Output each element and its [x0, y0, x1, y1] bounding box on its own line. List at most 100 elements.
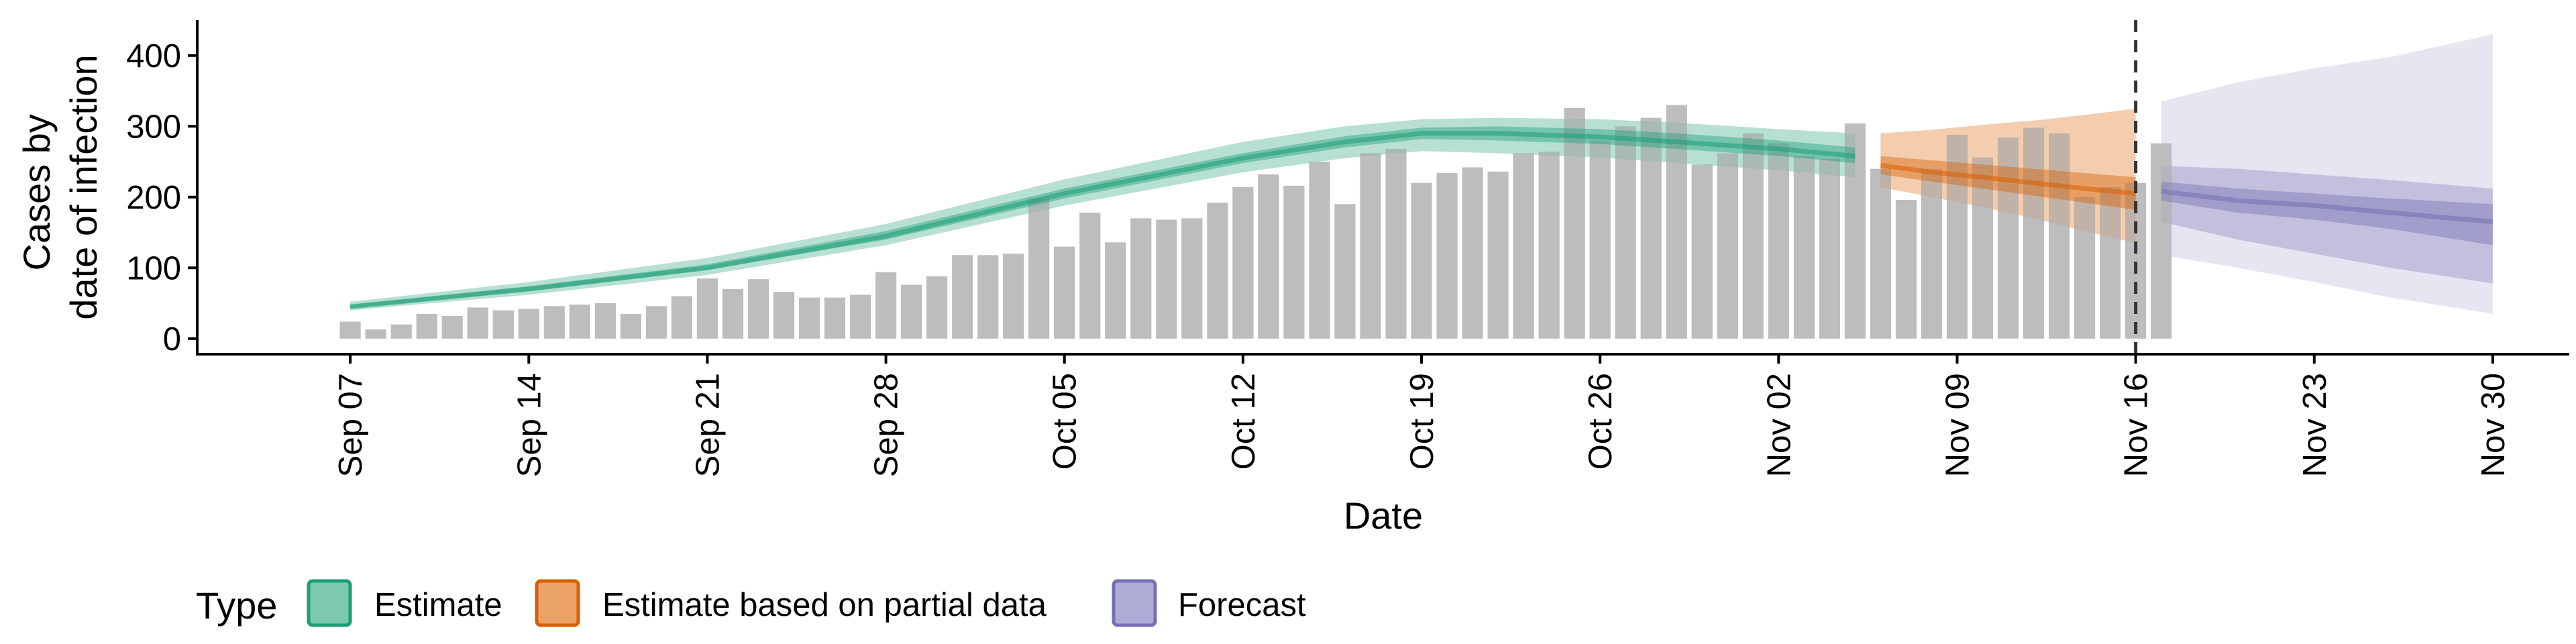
- case-bar: [1130, 218, 1152, 339]
- case-bar: [671, 296, 692, 339]
- case-bar: [1105, 242, 1126, 339]
- x-axis-ticks: Sep 07 Sep 14 Sep 21 Sep 28 Oct 05 Oct 12 Oct …: [333, 354, 2512, 477]
- case-bar: [1946, 134, 1968, 339]
- case-bar: [1207, 203, 1228, 339]
- forecast-outer-band: [2161, 166, 2493, 284]
- case-bar: [798, 297, 820, 339]
- forecast-wide-band: [2161, 34, 2493, 314]
- estimate-based-on-partial-data-inner-band: [1880, 156, 2136, 210]
- case-bar: [1717, 153, 1738, 339]
- legend-key: [307, 579, 352, 627]
- y-tick-label: 0: [163, 321, 181, 358]
- legend-key: [1112, 579, 1157, 627]
- x-tick-label: Oct 12: [1226, 373, 1262, 470]
- case-bar: [1283, 185, 1305, 339]
- case-bar: [926, 276, 948, 339]
- legend-key: [535, 579, 580, 627]
- axes: 0 100 200 300 400 Sep 07 Sep 14 Sep 21 Sep 28 Oc…: [126, 20, 2569, 477]
- case-bar: [1003, 254, 1024, 339]
- case-bar: [467, 307, 488, 339]
- x-tick-label: Nov 30: [2475, 373, 2512, 477]
- case-bar: [977, 255, 999, 339]
- case-bar: [492, 310, 514, 339]
- estimate-median-line: [350, 131, 1856, 309]
- legend: Type Estimate Estimate based on partial d…: [196, 579, 1306, 627]
- case-bar: [1564, 107, 1585, 339]
- y-axis-title: Cases by date of infection: [15, 54, 105, 319]
- case-bar: [875, 272, 897, 339]
- y-axis-title-line-2: date of infection: [62, 54, 105, 319]
- case-bar: [1640, 117, 1662, 339]
- case-bar: [1385, 149, 1407, 339]
- case-bar: [543, 306, 565, 339]
- case-bar: [1793, 156, 1815, 339]
- legend-label: Estimate: [374, 587, 502, 623]
- case-bar: [850, 294, 871, 339]
- case-bar: [2151, 143, 2172, 339]
- case-bar: [1997, 138, 2019, 339]
- case-bar: [1156, 219, 1177, 339]
- case-bar: [952, 255, 973, 339]
- case-bar: [1972, 157, 1994, 339]
- x-tick-label: Nov 23: [2297, 373, 2333, 477]
- y-tick-label: 100: [126, 250, 181, 286]
- case-bar: [824, 297, 846, 339]
- case-bar: [1411, 182, 1432, 339]
- case-bar: [1232, 187, 1254, 339]
- case-bar: [696, 278, 718, 339]
- case-bar: [594, 303, 616, 339]
- y-tick-label: 200: [126, 180, 181, 216]
- case-bar: [390, 324, 412, 339]
- case-bar: [2049, 133, 2070, 339]
- case-bar: [1819, 158, 1840, 339]
- case-bar: [645, 306, 667, 339]
- case-bar: [901, 284, 922, 339]
- case-bar: [1462, 167, 1483, 339]
- estimate-based-on-partial-data-median-line: [1880, 162, 2136, 196]
- x-tick-label: Nov 02: [1761, 373, 1797, 477]
- case-bar: [2023, 127, 2045, 339]
- case-bar: [747, 279, 769, 339]
- case-bar: [1921, 168, 1943, 339]
- case-bar: [1487, 171, 1509, 339]
- case-bar: [1334, 204, 1356, 339]
- x-tick-label: Nov 09: [1939, 373, 1976, 477]
- y-axis-ticks: 0 100 200 300 400: [126, 38, 197, 358]
- x-tick-label: Oct 19: [1404, 373, 1440, 470]
- case-bar: [1079, 213, 1101, 339]
- case-bar: [2074, 197, 2096, 339]
- legend-items: Estimate Estimate based on partial data Fo…: [307, 579, 1306, 627]
- case-bar: [1691, 164, 1713, 339]
- x-tick-label: Oct 05: [1047, 373, 1083, 470]
- case-bar: [365, 329, 386, 339]
- x-tick-label: Oct 26: [1582, 373, 1619, 470]
- x-tick-label: Nov 16: [2118, 373, 2155, 477]
- case-bar: [1589, 140, 1611, 339]
- case-bar: [1513, 153, 1534, 339]
- forecast-inner-band: [2161, 181, 2493, 246]
- case-bar: [416, 313, 437, 339]
- estimate-based-on-partial-data-outer-band-overlay: [1880, 108, 2136, 244]
- case-bar: [2100, 187, 2121, 339]
- case-bar: [569, 305, 590, 339]
- case-bar: [518, 309, 539, 339]
- case-bar: [1538, 152, 1560, 339]
- case-bar: [1742, 133, 1764, 339]
- observed-cases-bars: [339, 105, 2172, 339]
- case-bar: [1895, 200, 1917, 339]
- legend-title: Type: [196, 584, 277, 627]
- case-bar: [1436, 172, 1458, 339]
- forecast-median-line: [2161, 189, 2493, 225]
- y-axis-title-line-1: Cases by: [15, 114, 58, 270]
- x-tick-label: Sep 14: [511, 373, 547, 477]
- case-bar: [722, 288, 744, 339]
- case-bar: [1768, 143, 1789, 339]
- case-bar: [620, 313, 641, 339]
- case-bar: [1181, 218, 1203, 339]
- x-tick-label: Sep 07: [333, 373, 369, 477]
- case-bar: [1615, 126, 1636, 339]
- legend-label: Estimate based on partial data: [602, 587, 1047, 623]
- x-tick-label: Sep 28: [869, 373, 905, 477]
- legend-label: Forecast: [1178, 587, 1306, 623]
